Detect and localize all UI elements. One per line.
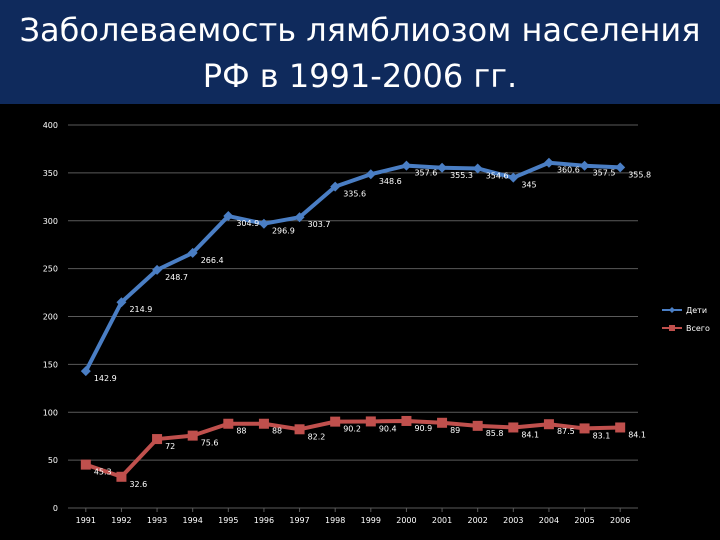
data-point [401, 415, 412, 426]
data-point [223, 418, 234, 429]
data-point [579, 423, 590, 434]
x-tick-label: 1999 [361, 516, 381, 525]
data-label: 248.7 [165, 273, 188, 282]
y-tick-label: 400 [43, 121, 58, 130]
data-point [152, 434, 163, 445]
data-label: 354.6 [486, 171, 509, 180]
data-label: 357.5 [593, 169, 616, 178]
data-label: 266.4 [201, 256, 224, 265]
data-point [258, 218, 269, 229]
data-label: 360.6 [557, 166, 580, 175]
series-line-total [85, 418, 621, 479]
data-point [437, 162, 448, 173]
y-tick-label: 150 [43, 360, 58, 369]
data-point [472, 163, 483, 174]
data-point [330, 181, 341, 192]
series-line-children [84, 160, 621, 373]
data-label: 88 [236, 427, 246, 436]
x-tick-label: 1994 [183, 516, 203, 525]
data-point [116, 471, 127, 482]
data-label: 90.2 [343, 425, 361, 434]
data-point [223, 211, 234, 222]
x-tick-label: 2002 [468, 516, 488, 525]
slide-title-line-1: Заболеваемость лямблиозом населения [19, 11, 701, 49]
data-label: 296.9 [272, 227, 295, 236]
data-label: 142.9 [94, 374, 117, 383]
x-tick-label: 1992 [111, 516, 131, 525]
data-label: 75.6 [201, 439, 219, 448]
legend-marker [669, 325, 675, 331]
data-label: 32.6 [129, 480, 147, 489]
data-point [116, 297, 127, 308]
data-point [508, 422, 519, 433]
data-label: 82.2 [308, 432, 326, 441]
data-label: 345 [521, 181, 536, 190]
data-label: 45.3 [94, 468, 112, 477]
data-point [543, 157, 554, 168]
data-label: 88 [272, 427, 282, 436]
data-label: 89 [450, 426, 460, 435]
data-point [543, 419, 554, 430]
data-label: 83.1 [593, 431, 611, 440]
x-tick-label: 2006 [610, 516, 630, 525]
data-point [401, 160, 412, 171]
data-label: 90.4 [379, 424, 397, 433]
data-label: 85.8 [486, 429, 504, 438]
data-label: 214.9 [129, 305, 152, 314]
data-point [330, 416, 341, 427]
data-label: 87.5 [557, 427, 575, 436]
x-tick-label: 2005 [574, 516, 594, 525]
data-point [258, 418, 269, 429]
data-label: 303.7 [308, 220, 331, 229]
y-tick-label: 300 [43, 217, 58, 226]
y-tick-label: 0 [53, 504, 58, 513]
data-label: 304.9 [236, 219, 259, 228]
x-tick-label: 1996 [254, 516, 274, 525]
data-label: 90.9 [414, 424, 432, 433]
slide-title-line-2: РФ в 1991-2006 гг. [202, 57, 518, 95]
legend-label: Дети [686, 306, 707, 315]
x-tick-label: 1991 [76, 516, 96, 525]
x-tick-label: 2001 [432, 516, 452, 525]
data-label: 335.6 [343, 190, 366, 199]
data-point [365, 169, 376, 180]
title-band [0, 0, 720, 104]
data-point [615, 422, 626, 433]
legend-label: Всего [686, 324, 710, 333]
data-label: 355.8 [628, 170, 651, 179]
legend-marker [669, 307, 675, 313]
data-point [152, 264, 163, 275]
data-point [80, 459, 91, 470]
x-tick-label: 1993 [147, 516, 167, 525]
data-point [615, 162, 626, 173]
data-point [294, 212, 305, 223]
x-tick-label: 2003 [503, 516, 523, 525]
x-tick-label: 1995 [218, 516, 238, 525]
x-tick-label: 1997 [289, 516, 309, 525]
y-tick-label: 250 [43, 265, 58, 274]
data-point [294, 424, 305, 435]
data-label: 355.3 [450, 171, 473, 180]
y-tick-label: 350 [43, 169, 58, 178]
x-tick-label: 1998 [325, 516, 345, 525]
data-label: 84.1 [628, 430, 646, 439]
x-tick-label: 2004 [539, 516, 559, 525]
data-point [187, 247, 198, 258]
data-label: 357.6 [414, 169, 437, 178]
data-label: 348.6 [379, 177, 402, 186]
data-point [437, 417, 448, 428]
data-point [80, 366, 91, 377]
y-tick-label: 50 [48, 456, 58, 465]
data-point [472, 420, 483, 431]
y-tick-label: 100 [43, 408, 58, 417]
x-tick-label: 2000 [396, 516, 416, 525]
data-point [365, 416, 376, 427]
data-label: 84.1 [521, 430, 539, 439]
data-point [187, 430, 198, 441]
y-tick-label: 200 [43, 313, 58, 322]
data-label: 72 [165, 442, 175, 451]
data-point [579, 160, 590, 171]
data-point [508, 172, 519, 183]
